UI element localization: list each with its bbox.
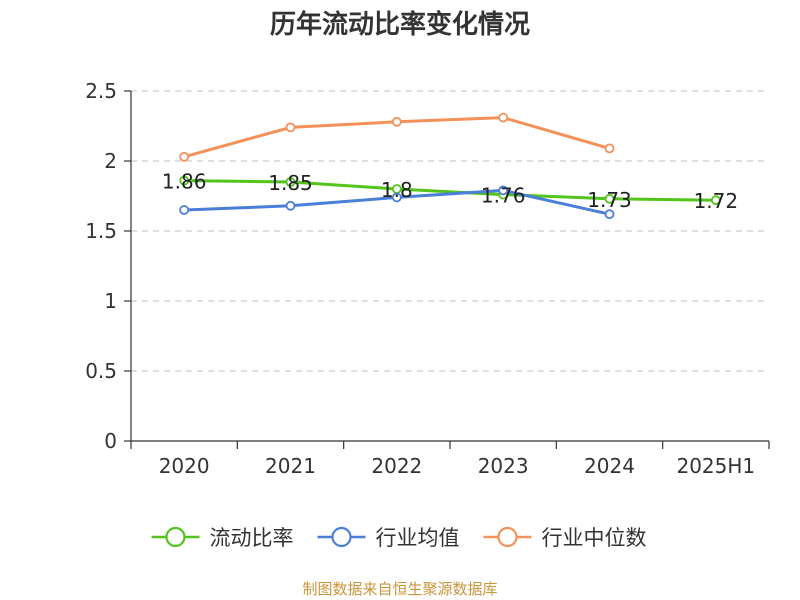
y-tick-label: 1 <box>104 289 117 313</box>
data-label: 1.76 <box>481 184 526 208</box>
series-line-0 <box>182 179 718 202</box>
x-tick-label: 2023 <box>478 454 529 478</box>
data-point-0[interactable] <box>710 195 721 206</box>
series-lines <box>179 112 721 220</box>
legend-item-2[interactable]: 行业中位数 <box>483 526 647 550</box>
data-point-1[interactable] <box>391 192 402 203</box>
data-point-2[interactable] <box>285 122 296 133</box>
data-label: 1.8 <box>381 178 413 202</box>
grid-lines <box>131 90 769 372</box>
data-point-1[interactable] <box>285 200 296 211</box>
x-tick-label: 2022 <box>371 454 422 478</box>
chart-title: 历年流动比率变化情况 <box>270 9 530 40</box>
legend-label: 流动比率 <box>210 526 294 550</box>
data-point-2[interactable] <box>179 151 190 162</box>
y-tick-label: 1.5 <box>85 219 117 243</box>
legend-label: 行业中位数 <box>542 526 647 550</box>
legend-swatch-marker <box>497 526 518 548</box>
data-point-0[interactable] <box>604 193 615 204</box>
legend-swatch-marker <box>331 526 352 548</box>
data-point-2[interactable] <box>391 116 402 127</box>
data-label: 1.85 <box>268 171 313 195</box>
data-labels: 1.86 1.85 1.8 1.76 1.73 1.72 <box>162 170 738 214</box>
legend-swatch-marker <box>165 526 186 548</box>
data-point-1[interactable] <box>179 205 190 215</box>
legend[interactable]: 流动比率 行业均值 行业中位数 <box>151 526 647 550</box>
y-tick-label: 2.5 <box>85 79 117 103</box>
axes: 0 0.5 1 1.5 2 2.5 2020 2021 2022 2023 2024 2025H1 <box>85 79 770 478</box>
legend-item-1[interactable]: 行业均值 <box>317 526 460 550</box>
data-label: 1.73 <box>587 188 632 212</box>
source-note: 制图数据来自恒生聚源数据库 <box>302 580 497 598</box>
data-label: 1.86 <box>162 170 207 194</box>
data-point-1[interactable] <box>604 209 615 220</box>
legend-item-0[interactable]: 流动比率 <box>151 526 294 550</box>
x-tick-label: 2025H1 <box>676 454 755 478</box>
y-tick-label: 0 <box>104 429 117 453</box>
y-tick-label: 2 <box>104 149 117 173</box>
x-tick-label: 2024 <box>584 454 635 478</box>
y-tick-label: 0.5 <box>85 359 117 383</box>
x-tick-label: 2021 <box>265 454 316 478</box>
data-label: 1.72 <box>694 189 739 213</box>
data-point-0[interactable] <box>285 177 296 187</box>
legend-label: 行业均值 <box>376 526 460 550</box>
data-point-1[interactable] <box>498 185 509 196</box>
data-point-2[interactable] <box>498 112 509 123</box>
data-point-2[interactable] <box>604 143 615 154</box>
x-tick-label: 2020 <box>159 454 210 478</box>
data-point-0[interactable] <box>179 175 190 186</box>
